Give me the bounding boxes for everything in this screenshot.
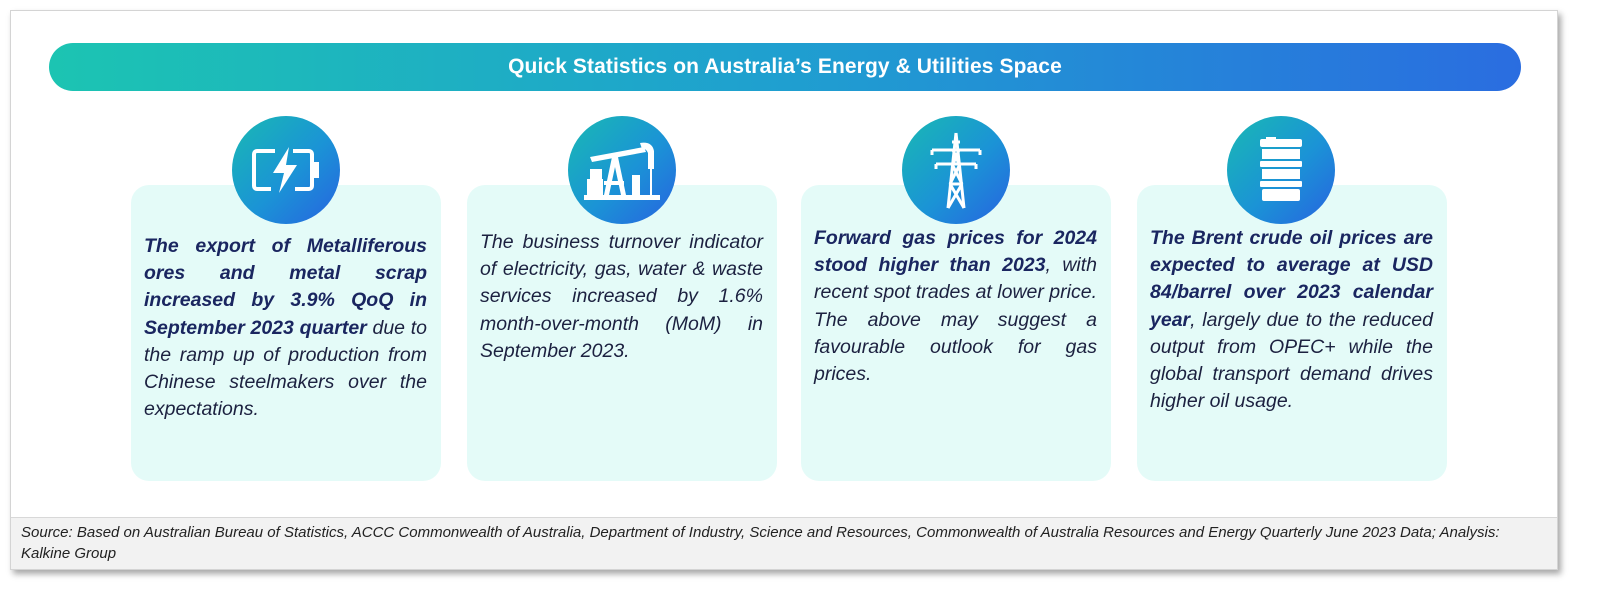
card-text: The Brent crude oil prices are expected … xyxy=(1150,225,1433,415)
card-text: The export of Metalliferous ores and met… xyxy=(144,233,427,423)
battery-charging-icon xyxy=(232,116,340,224)
card-highlight: Forward gas prices for 2024 stood higher… xyxy=(814,227,1097,277)
banner-title: Quick Statistics on Australia’s Energy &… xyxy=(508,55,1062,78)
card-body: The business turnover indicator of elect… xyxy=(480,231,763,362)
stat-card-gas: Forward gas prices for 2024 stood higher… xyxy=(801,185,1111,481)
stat-card-turnover: The business turnover indicator of elect… xyxy=(467,185,777,481)
title-banner: Quick Statistics on Australia’s Energy &… xyxy=(49,43,1521,91)
stat-card-oil: The Brent crude oil prices are expected … xyxy=(1137,185,1447,481)
card-body: , largely due to the reduced output from… xyxy=(1150,308,1433,413)
stat-card-exports: The export of Metalliferous ores and met… xyxy=(131,185,441,481)
card-text: Forward gas prices for 2024 stood higher… xyxy=(814,225,1097,388)
card-highlight: The export of Metalliferous ores and met… xyxy=(144,235,427,339)
source-footer: Source: Based on Australian Bureau of St… xyxy=(11,517,1557,569)
power-pylon-icon xyxy=(902,116,1010,224)
infographic-frame: Quick Statistics on Australia’s Energy &… xyxy=(10,10,1558,570)
card-text: The business turnover indicator of elect… xyxy=(480,229,763,365)
oil-pumpjack-icon xyxy=(568,116,676,224)
card-body: due to the ramp up of production from Ch… xyxy=(144,316,428,421)
card-highlight: The Brent crude oil prices are expected … xyxy=(1150,227,1433,331)
oil-barrel-icon xyxy=(1227,116,1335,224)
card-body: , with recent spot trades at lower price… xyxy=(814,254,1098,386)
